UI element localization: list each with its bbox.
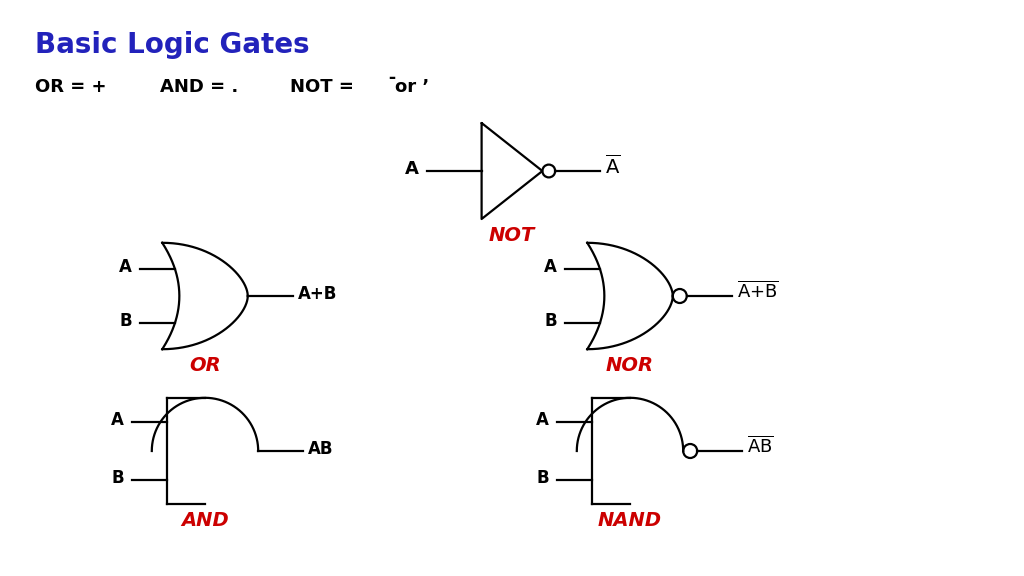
Text: NOT: NOT <box>488 226 536 245</box>
Text: $\overline{\mathrm{AB}}$: $\overline{\mathrm{AB}}$ <box>748 435 774 456</box>
Text: $\overline{\mathrm{A{+}B}}$: $\overline{\mathrm{A{+}B}}$ <box>736 281 778 301</box>
Text: AND: AND <box>181 511 229 530</box>
Text: AB: AB <box>308 440 334 458</box>
Text: NOR: NOR <box>606 356 654 375</box>
Text: or ’: or ’ <box>395 78 429 96</box>
Text: B: B <box>537 469 549 487</box>
Text: A: A <box>537 411 549 429</box>
Text: ¯: ¯ <box>387 77 396 95</box>
Text: OR: OR <box>189 356 221 375</box>
Text: A: A <box>112 411 124 429</box>
Text: NOT =: NOT = <box>290 78 360 96</box>
Text: B: B <box>112 469 124 487</box>
Text: B: B <box>545 312 557 329</box>
Text: AND = .: AND = . <box>160 78 239 96</box>
Text: A: A <box>544 259 557 276</box>
Text: OR = +: OR = + <box>35 78 106 96</box>
Text: B: B <box>120 312 132 329</box>
Text: A: A <box>119 259 132 276</box>
Text: A: A <box>404 160 419 178</box>
Text: A+B: A+B <box>298 285 337 303</box>
Text: Basic Logic Gates: Basic Logic Gates <box>35 31 309 59</box>
Text: $\overline{\mathrm{A}}$: $\overline{\mathrm{A}}$ <box>605 154 621 178</box>
Text: NAND: NAND <box>598 511 663 530</box>
